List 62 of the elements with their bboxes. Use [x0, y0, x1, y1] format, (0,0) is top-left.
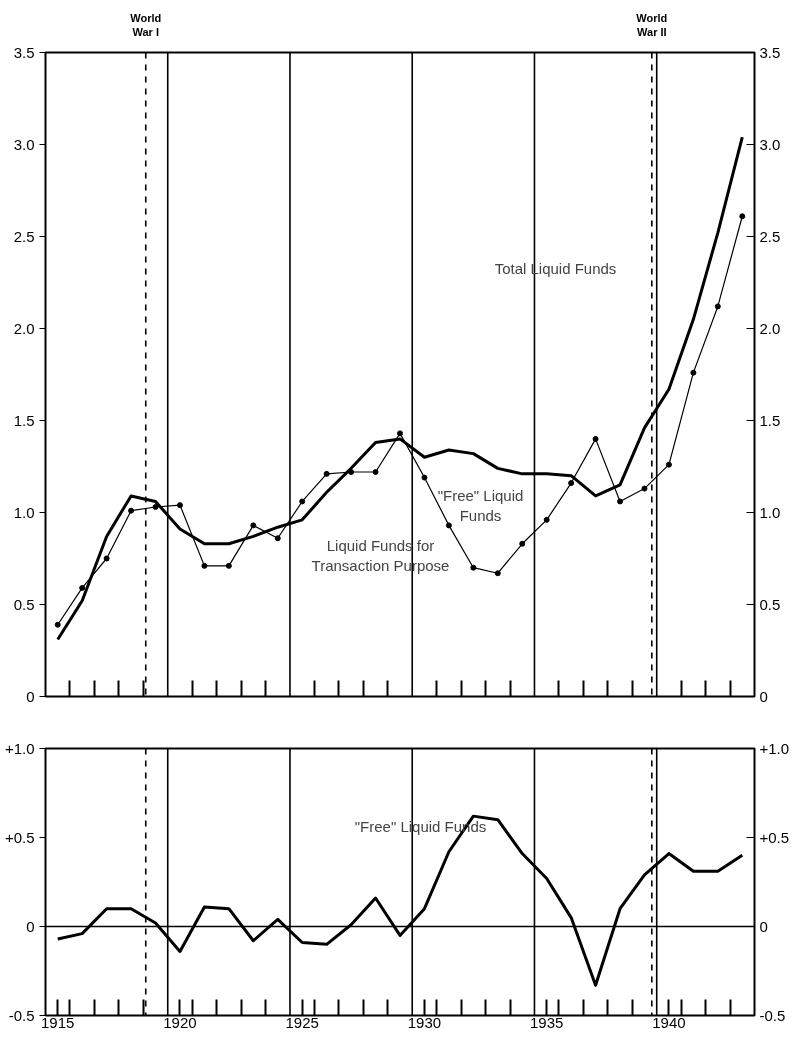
y-tick-label: 1.0: [13, 503, 35, 521]
y-tick-label: 2.5: [13, 227, 35, 245]
point: [103, 555, 110, 562]
ref-line-label: World War I: [130, 12, 162, 39]
y-tick-label: 3.0: [13, 135, 35, 153]
point: [494, 570, 501, 577]
x-tick-label: 1935: [530, 1013, 564, 1031]
y2-tick-label: 2.5: [759, 227, 781, 245]
point: [128, 507, 135, 514]
y2-tick-label: 1.5: [759, 411, 781, 429]
x-tick-label: 1925: [285, 1013, 319, 1031]
y-tick-label: 0: [26, 687, 35, 705]
point: [274, 535, 281, 542]
point: [421, 474, 428, 481]
point: [372, 469, 379, 476]
point: [568, 480, 575, 487]
point: [519, 540, 526, 547]
point: [348, 469, 355, 476]
y-tick-label: 3.5: [13, 43, 35, 61]
y2-tick-label: 3.5: [759, 43, 781, 61]
point: [617, 498, 624, 505]
point: [665, 461, 672, 468]
point: [543, 516, 550, 523]
point: [397, 430, 403, 437]
point: [470, 564, 477, 571]
point: [445, 522, 452, 529]
point: [250, 522, 257, 529]
x-tick-label: 1920: [163, 1013, 197, 1031]
point: [54, 621, 61, 628]
y-tick-label: 0: [26, 917, 35, 935]
y-tick-label: 2.0: [13, 319, 35, 337]
point: [299, 498, 306, 505]
y2-tick-label: +0.5: [759, 828, 790, 846]
y2-tick-label: +1.0: [759, 739, 790, 757]
y-tick-label: +1.0: [4, 739, 35, 757]
y2-tick-label: 0: [759, 917, 768, 935]
point: [714, 303, 721, 310]
ref-line-label: World War II: [636, 12, 668, 39]
y-tick-label: -0.5: [8, 1006, 35, 1024]
x-tick-label: 1915: [41, 1013, 75, 1031]
point: [323, 470, 330, 477]
y-tick-label: 0.5: [13, 595, 35, 613]
point: [176, 502, 183, 509]
point: [739, 213, 746, 220]
point: [201, 562, 208, 569]
point: [152, 503, 159, 510]
y2-tick-label: 2.0: [759, 319, 781, 337]
y-tick-label: 1.5: [13, 411, 35, 429]
y2-tick-label: -0.5: [759, 1006, 786, 1024]
x-tick-label: 1940: [652, 1013, 686, 1031]
point: [79, 584, 86, 591]
point: [225, 562, 232, 569]
point: [592, 435, 599, 442]
y2-tick-label: 0: [759, 687, 768, 705]
point: [641, 485, 648, 492]
annotation: "Free" Liquid Funds: [437, 486, 524, 525]
y2-tick-label: 3.0: [759, 135, 781, 153]
y-tick-label: +0.5: [4, 828, 35, 846]
y2-tick-label: 0.5: [759, 595, 781, 613]
point: [690, 369, 697, 376]
y2-tick-label: 1.0: [759, 503, 781, 521]
x-tick-label: 1930: [407, 1013, 442, 1031]
